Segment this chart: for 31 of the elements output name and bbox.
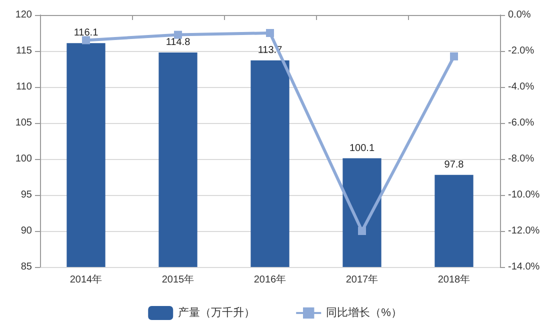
y-tick-label: 100 [15,154,32,164]
y-tick-label: 90 [20,226,32,236]
x-tick-label: 2017年 [346,274,378,286]
y2-tick-label: -4.0% [508,82,534,92]
y2-tick-label: -6.0% [508,118,534,128]
data-label: 114.8 [166,36,191,48]
point [82,36,90,44]
y-tick-label: 110 [16,82,32,92]
y-tick-label: 120 [15,10,32,20]
data-label: 100.1 [349,142,375,154]
data-label: 116.1 [74,28,99,39]
y-tick-label: 85 [20,262,32,272]
y-tick-label: 105 [15,118,32,128]
legend-label: 同比增长（%） [326,306,402,319]
y2-tick-label: -10.0% [508,190,540,200]
y-tick-label: 95 [20,190,32,200]
x-tick-label: 2014年 [70,274,102,286]
y2-tick-label: -2.0% [508,46,534,56]
x-tick-label: 2016年 [254,274,286,286]
y2-tick-label: -8.0% [508,154,534,164]
point [358,227,366,235]
point [450,52,458,60]
y2-tick-label: -12.0% [508,226,540,236]
x-tick-label: 2018年 [438,274,470,286]
point [266,29,274,37]
legend-label: 产量（万千升） [178,306,256,319]
x-tick-label: 2015年 [162,274,194,286]
y2-tick-label: -14.0% [508,262,540,272]
y-tick-label: 115 [16,46,32,56]
data-label: 97.8 [444,159,464,170]
y2-tick-label: 0.0% [508,10,531,20]
